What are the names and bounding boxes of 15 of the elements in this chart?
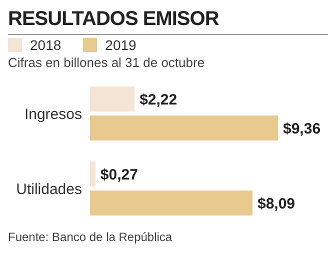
data-label: $9,36 <box>283 120 321 138</box>
chart-subtitle: Cifras en billones al 31 de octubre <box>8 55 206 70</box>
chart-title: RESULTADOS EMISOR <box>8 8 328 35</box>
bar <box>90 116 278 140</box>
legend-label: 2018 <box>30 37 62 53</box>
bar <box>90 162 96 186</box>
bar <box>90 190 252 216</box>
source-note: Fuente: Banco de la República <box>8 230 174 244</box>
data-label: $2,22 <box>140 91 178 108</box>
bar <box>90 86 135 112</box>
data-label: $8,09 <box>257 195 296 212</box>
y-tick-label: Utilidades <box>16 180 82 198</box>
legend-label: 2019 <box>105 37 136 53</box>
data-label: $0,27 <box>100 166 138 184</box>
y-tick-label: Ingresos <box>24 106 82 123</box>
